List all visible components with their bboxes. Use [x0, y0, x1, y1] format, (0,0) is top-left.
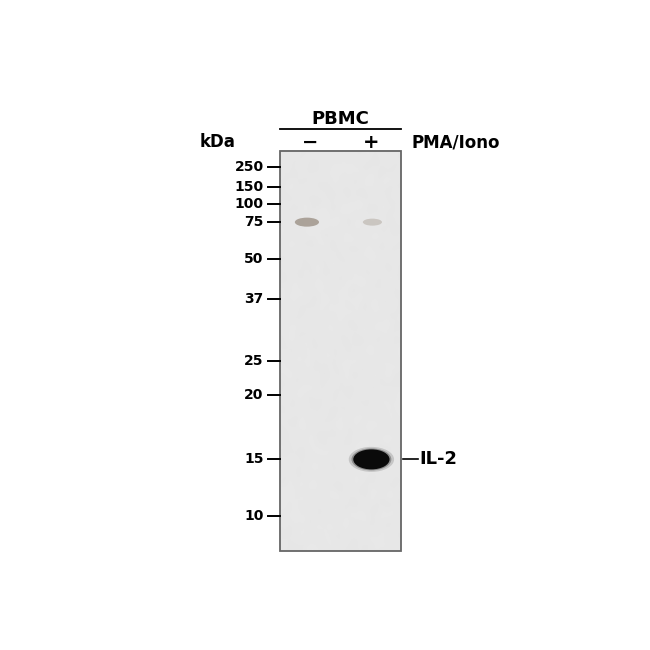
- Text: +: +: [363, 133, 379, 151]
- Text: 150: 150: [235, 180, 264, 194]
- Text: IL-2: IL-2: [420, 450, 458, 469]
- Ellipse shape: [352, 448, 391, 471]
- Text: 10: 10: [244, 509, 264, 523]
- Text: 100: 100: [235, 197, 264, 211]
- Text: 250: 250: [235, 160, 264, 174]
- Ellipse shape: [354, 449, 389, 469]
- Text: 20: 20: [244, 388, 264, 402]
- Ellipse shape: [363, 218, 382, 226]
- Text: 75: 75: [244, 215, 264, 229]
- Ellipse shape: [295, 218, 319, 227]
- Text: 25: 25: [244, 354, 264, 368]
- Text: 15: 15: [244, 452, 264, 467]
- Ellipse shape: [349, 447, 394, 472]
- Bar: [280, 151, 401, 551]
- Text: kDa: kDa: [200, 133, 235, 151]
- Text: PBMC: PBMC: [312, 110, 370, 128]
- Text: 50: 50: [244, 252, 264, 266]
- Text: 37: 37: [244, 292, 264, 306]
- Text: −: −: [302, 133, 318, 151]
- Text: PMA/Iono: PMA/Iono: [411, 133, 500, 151]
